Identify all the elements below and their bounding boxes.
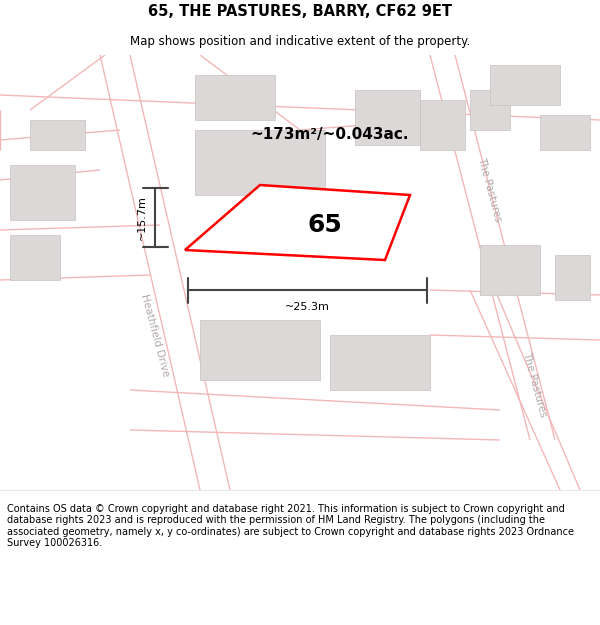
Polygon shape [30, 120, 85, 150]
Polygon shape [200, 320, 320, 380]
Polygon shape [420, 100, 465, 150]
Text: ~25.3m: ~25.3m [285, 302, 330, 312]
Polygon shape [10, 235, 60, 280]
Text: 65, THE PASTURES, BARRY, CF62 9ET: 65, THE PASTURES, BARRY, CF62 9ET [148, 4, 452, 19]
Polygon shape [195, 130, 325, 195]
Polygon shape [195, 75, 275, 120]
Text: ~173m²/~0.043ac.: ~173m²/~0.043ac. [251, 127, 409, 142]
Polygon shape [555, 255, 590, 300]
Polygon shape [470, 90, 510, 130]
Text: Contains OS data © Crown copyright and database right 2021. This information is : Contains OS data © Crown copyright and d… [7, 504, 574, 548]
Text: Heathfield Drive: Heathfield Drive [139, 292, 171, 378]
Polygon shape [490, 65, 560, 105]
Text: Map shows position and indicative extent of the property.: Map shows position and indicative extent… [130, 35, 470, 48]
Polygon shape [185, 185, 410, 260]
Text: ~15.7m: ~15.7m [137, 195, 147, 240]
Polygon shape [330, 335, 430, 390]
Text: The Pastures: The Pastures [521, 351, 548, 419]
Polygon shape [480, 245, 540, 295]
Text: 65: 65 [308, 213, 343, 236]
Polygon shape [355, 90, 420, 145]
Polygon shape [540, 115, 590, 150]
Text: The Pastures: The Pastures [476, 156, 503, 224]
Polygon shape [10, 165, 75, 220]
